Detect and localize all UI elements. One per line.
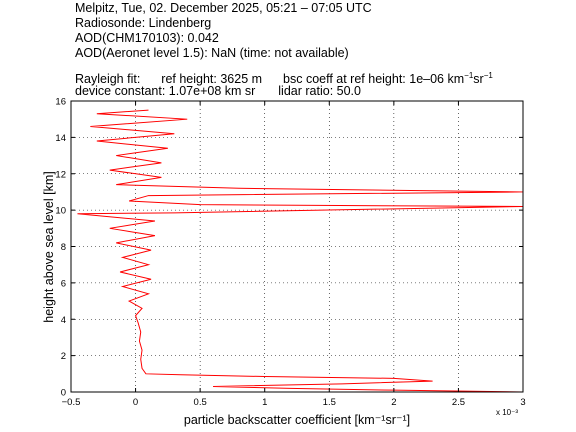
lidar-ratio-label: lidar ratio: 50.0 [278,84,361,98]
x-tick-label: 0.5 [194,397,207,408]
device-constant-label: device constant: 1.07e+08 km sr [75,84,256,98]
aod-aeronet-label: AOD(Aeronet level 1.5): NaN (time: not a… [75,46,349,60]
rayleigh-fit-row: Rayleigh fit: ref height: 3625 m bsc coe… [75,68,493,87]
ref-height-label: ref height: 3625 m [161,72,263,86]
x-axis-label: particle backscatter coefficient [km⁻¹sr… [184,413,410,427]
bsc-coeff-label: bsc coeff at ref height: 1e–06 km−1sr−1 [283,71,493,86]
device-constant-row: device constant: 1.07e+08 km sr lidar ra… [75,84,361,99]
aod-chm-label: AOD(CHM170103): 0.042 [75,31,219,45]
y-tick-label: 10 [55,206,66,217]
x-tick-label: 0 [133,397,138,408]
radiosonde-label: Radiosonde: Lindenberg [75,16,212,30]
y-tick-label: 8 [61,242,66,253]
y-tick-label: 2 [61,351,66,362]
y-tick-label: 0 [61,388,66,399]
x-tick-label: 2 [391,397,396,408]
y-tick-label: 12 [55,169,66,180]
y-tick-label: 4 [61,315,66,326]
y-tick-label: 14 [55,133,66,144]
x-tick-label: 1.5 [323,397,336,408]
backscatter-profile-line [77,109,524,393]
rayleigh-fit-label: Rayleigh fit: [75,72,141,86]
x-tick-label: 3 [520,397,525,408]
grid-lines [71,101,523,392]
y-tick-label: 6 [61,278,66,289]
y-tick-label: 16 [55,97,66,108]
y-axis-label: height above sea level [km] [42,171,56,322]
x-tick-label: −0.5 [62,397,81,408]
x-multiplier-label: x 10⁻³ [496,408,518,417]
x-tick-label: 1 [262,397,267,408]
plot-area [77,109,524,393]
x-tick-label: 2.5 [452,397,465,408]
title-location-time: Melpitz, Tue, 02. December 2025, 05:21 –… [75,1,372,15]
